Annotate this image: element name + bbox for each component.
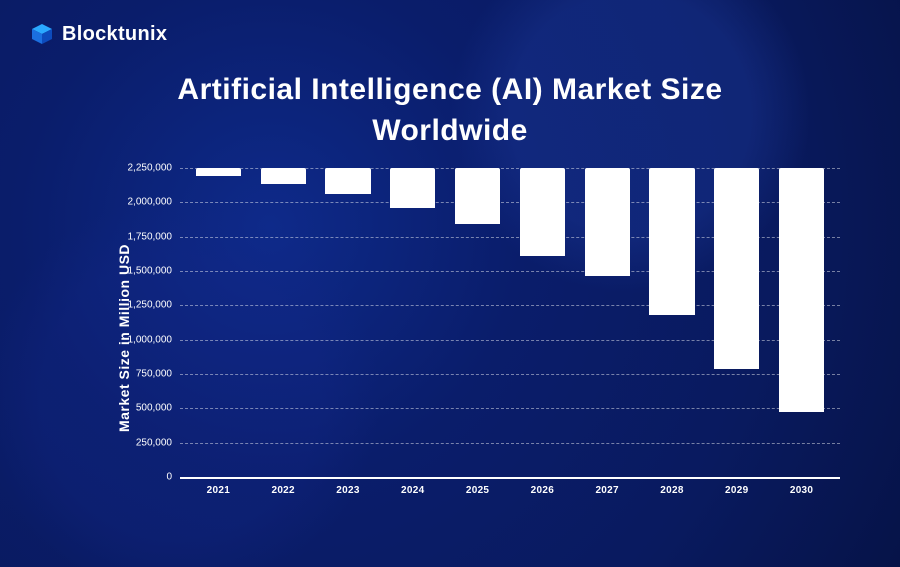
y-tick-label: 0 — [100, 472, 172, 483]
y-tick-label: 2,250,000 — [100, 163, 172, 174]
x-tick-label: 2029 — [725, 485, 748, 496]
bar-slot: 2024 — [380, 168, 445, 477]
y-tick-label: 500,000 — [100, 403, 172, 414]
chart-title-line2: Worldwide — [0, 111, 900, 152]
bar — [325, 168, 370, 194]
gridline — [180, 408, 840, 409]
bar — [714, 168, 759, 369]
x-tick-label: 2024 — [401, 485, 424, 496]
y-tick-label: 2,000,000 — [100, 197, 172, 208]
brand-name: Blocktunix — [62, 23, 167, 46]
bar-slot: 2022 — [251, 168, 316, 477]
x-axis — [180, 477, 840, 479]
brand-logo: Blocktunix — [30, 22, 167, 46]
bar — [779, 168, 824, 412]
bar-slot: 2028 — [640, 168, 705, 477]
gridline — [180, 374, 840, 375]
gridline — [180, 168, 840, 169]
bar — [196, 168, 241, 176]
bar — [455, 168, 500, 224]
gridline — [180, 237, 840, 238]
bar — [520, 168, 565, 256]
x-tick-label: 2022 — [271, 485, 294, 496]
y-tick-label: 1,500,000 — [100, 266, 172, 277]
bar-slot: 2026 — [510, 168, 575, 477]
bar-slot: 2027 — [575, 168, 640, 477]
x-tick-label: 2028 — [660, 485, 683, 496]
y-tick-label: 1,000,000 — [100, 334, 172, 345]
x-tick-label: 2026 — [531, 485, 554, 496]
gridline — [180, 340, 840, 341]
bar-slot: 2029 — [704, 168, 769, 477]
bar — [261, 168, 306, 184]
y-tick-label: 1,750,000 — [100, 231, 172, 242]
bars-container: 2021202220232024202520262027202820292030 — [180, 168, 840, 477]
x-tick-label: 2023 — [336, 485, 359, 496]
chart-area: Market Size in Million USD 2021202220232… — [100, 168, 840, 507]
gridline — [180, 202, 840, 203]
bar-slot: 2030 — [769, 168, 834, 477]
gridline — [180, 443, 840, 444]
bar — [649, 168, 694, 315]
y-tick-label: 750,000 — [100, 369, 172, 380]
gridline — [180, 305, 840, 306]
x-tick-label: 2027 — [595, 485, 618, 496]
y-tick-label: 250,000 — [100, 437, 172, 448]
bar-slot: 2023 — [316, 168, 381, 477]
chart-title: Artificial Intelligence (AI) Market Size… — [0, 70, 900, 151]
bar — [585, 168, 630, 276]
cube-icon — [30, 22, 54, 46]
gridline — [180, 271, 840, 272]
x-tick-label: 2030 — [790, 485, 813, 496]
x-tick-label: 2021 — [207, 485, 230, 496]
chart-canvas: Blocktunix Artificial Intelligence (AI) … — [0, 0, 900, 567]
chart-title-line1: Artificial Intelligence (AI) Market Size — [0, 70, 900, 111]
y-tick-label: 1,250,000 — [100, 300, 172, 311]
bar-slot: 2025 — [445, 168, 510, 477]
plot-area: 2021202220232024202520262027202820292030… — [180, 168, 840, 477]
x-tick-label: 2025 — [466, 485, 489, 496]
bar-slot: 2021 — [186, 168, 251, 477]
